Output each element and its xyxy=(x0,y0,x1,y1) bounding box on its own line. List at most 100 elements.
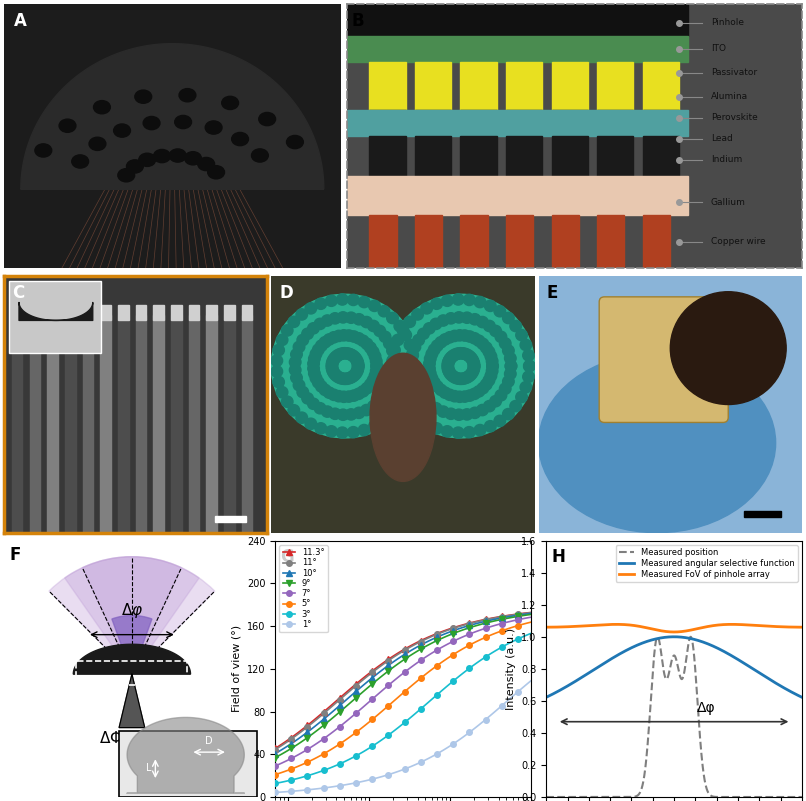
Measured FoV of pinhole array xyxy=(645,624,654,634)
Circle shape xyxy=(463,427,475,438)
Text: Copper wire: Copper wire xyxy=(711,237,766,247)
Measured FoV of pinhole array xyxy=(567,622,577,631)
Circle shape xyxy=(348,351,360,363)
Circle shape xyxy=(347,371,359,382)
Circle shape xyxy=(487,360,498,372)
Circle shape xyxy=(314,318,326,329)
Measured FoV of pinhole array xyxy=(717,620,727,630)
Circle shape xyxy=(59,119,76,132)
Circle shape xyxy=(378,415,390,427)
Circle shape xyxy=(477,383,488,394)
Circle shape xyxy=(442,364,454,375)
Circle shape xyxy=(368,400,380,412)
Circle shape xyxy=(309,353,320,364)
Circle shape xyxy=(139,153,156,167)
Circle shape xyxy=(408,360,419,372)
Text: Perovskite: Perovskite xyxy=(711,113,758,123)
Circle shape xyxy=(297,386,309,398)
Circle shape xyxy=(364,342,376,353)
Bar xyxy=(153,304,164,320)
Circle shape xyxy=(397,324,409,336)
Legend: 11.3°, 11°, 10°, 9°, 7°, 5°, 3°, 1°: 11.3°, 11°, 10°, 9°, 7°, 5°, 3°, 1° xyxy=(280,545,328,632)
FancyBboxPatch shape xyxy=(119,731,256,797)
Circle shape xyxy=(339,348,351,359)
Circle shape xyxy=(393,387,404,398)
Circle shape xyxy=(251,149,268,162)
Circle shape xyxy=(330,369,341,380)
Circle shape xyxy=(520,381,532,392)
Circle shape xyxy=(483,346,495,357)
Circle shape xyxy=(371,360,383,372)
Circle shape xyxy=(510,400,521,412)
Circle shape xyxy=(486,356,498,367)
Circle shape xyxy=(464,351,476,363)
Circle shape xyxy=(418,392,430,404)
Circle shape xyxy=(343,330,355,341)
Line: Measured position: Measured position xyxy=(546,637,802,797)
Circle shape xyxy=(405,364,417,376)
Circle shape xyxy=(445,409,457,420)
Circle shape xyxy=(439,334,451,345)
Circle shape xyxy=(490,396,501,407)
Circle shape xyxy=(308,398,319,409)
Circle shape xyxy=(326,360,338,371)
Circle shape xyxy=(463,294,475,305)
Bar xyxy=(224,315,235,533)
Circle shape xyxy=(291,348,302,360)
Text: C: C xyxy=(12,284,24,302)
Circle shape xyxy=(357,386,369,397)
Circle shape xyxy=(484,421,496,432)
Circle shape xyxy=(430,403,442,414)
Circle shape xyxy=(322,315,333,326)
Circle shape xyxy=(387,355,398,366)
Circle shape xyxy=(351,356,364,368)
Line: Measured FoV of pinhole array: Measured FoV of pinhole array xyxy=(546,624,802,632)
Circle shape xyxy=(464,331,476,342)
Circle shape xyxy=(443,356,455,367)
Bar xyxy=(12,315,23,533)
Circle shape xyxy=(484,320,495,332)
Circle shape xyxy=(435,384,447,396)
Circle shape xyxy=(405,356,417,368)
Text: L: L xyxy=(146,763,151,773)
Bar xyxy=(369,110,405,123)
Circle shape xyxy=(474,296,486,308)
Circle shape xyxy=(445,312,457,324)
Circle shape xyxy=(333,391,344,402)
Circle shape xyxy=(430,318,442,329)
Bar xyxy=(224,304,235,320)
Circle shape xyxy=(389,360,401,372)
Circle shape xyxy=(449,349,460,360)
Circle shape xyxy=(477,338,488,349)
Line: Measured angular selective function: Measured angular selective function xyxy=(546,637,802,698)
Circle shape xyxy=(272,344,285,356)
Circle shape xyxy=(368,300,380,312)
Circle shape xyxy=(476,405,488,416)
Circle shape xyxy=(333,330,344,341)
Circle shape xyxy=(380,331,391,343)
Circle shape xyxy=(384,338,395,349)
Circle shape xyxy=(296,309,308,320)
Circle shape xyxy=(345,312,357,324)
Circle shape xyxy=(510,320,521,332)
Circle shape xyxy=(459,330,471,341)
Bar xyxy=(506,110,542,123)
Circle shape xyxy=(169,149,186,162)
Circle shape xyxy=(343,372,355,384)
Bar xyxy=(48,304,58,320)
Circle shape xyxy=(503,409,514,420)
Circle shape xyxy=(143,116,160,130)
Circle shape xyxy=(459,391,471,402)
Bar xyxy=(506,136,542,175)
Circle shape xyxy=(276,334,288,345)
Circle shape xyxy=(326,425,337,437)
Circle shape xyxy=(520,340,532,351)
Circle shape xyxy=(388,368,401,380)
Circle shape xyxy=(288,316,300,328)
Circle shape xyxy=(505,368,516,380)
Circle shape xyxy=(179,89,196,102)
Bar xyxy=(460,62,496,110)
Circle shape xyxy=(197,158,214,171)
Circle shape xyxy=(327,365,339,376)
Text: Alumina: Alumina xyxy=(711,92,748,101)
